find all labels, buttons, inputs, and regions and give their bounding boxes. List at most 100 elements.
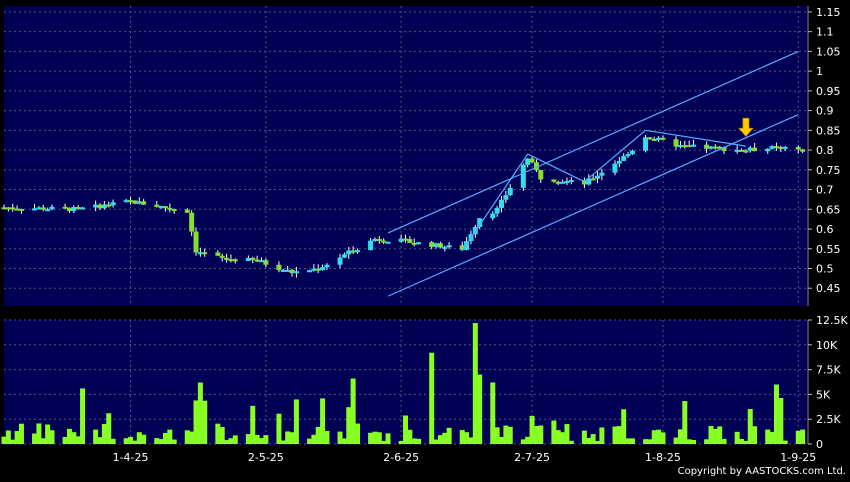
candle-body: [189, 212, 195, 232]
candle-body: [263, 260, 269, 265]
price-tick-label: 1: [816, 65, 823, 78]
candle-body: [800, 149, 806, 152]
volume-bar: [293, 399, 299, 444]
volume-bar: [717, 426, 723, 444]
candle-body: [621, 156, 627, 161]
candle-body: [477, 218, 483, 227]
grid-lines: [4, 6, 807, 445]
volume-bar: [80, 388, 86, 444]
candle-body: [320, 267, 326, 271]
price-tick-label: 0.6: [816, 223, 834, 236]
date-axis: 1-4-25 2-5-25 2-6-25 2-7-25 1-8-25 1-9-25: [113, 451, 817, 464]
volume-bar: [18, 423, 24, 444]
trend-line: [461, 153, 529, 252]
candle-body: [285, 269, 291, 272]
candle-body: [752, 147, 758, 152]
volume-bar: [773, 384, 779, 444]
volume-bar: [660, 432, 666, 444]
candle-body: [403, 238, 408, 241]
volume-bar: [372, 431, 378, 444]
candle-body: [494, 207, 500, 214]
volume-bar: [520, 439, 526, 444]
volume-bar: [595, 440, 601, 444]
candle-body: [743, 150, 749, 153]
volume-bar: [250, 405, 256, 444]
volume-bar: [263, 435, 269, 444]
candle-body: [643, 137, 649, 151]
volume-tick-label: 5K: [816, 388, 831, 401]
price-tick-label: 1.05: [816, 45, 841, 58]
volume-bar: [525, 436, 531, 444]
candle-body: [75, 207, 81, 210]
candle-body: [62, 206, 68, 209]
price-tick-label: 0.9: [816, 105, 834, 118]
volume-bar: [97, 437, 103, 444]
volume-bar: [704, 439, 710, 444]
candle-body: [581, 180, 587, 185]
volume-bar: [368, 432, 374, 444]
candle-body: [49, 206, 55, 210]
volume-bar: [136, 432, 142, 444]
volume-bar: [782, 440, 788, 444]
candle-body: [40, 207, 46, 210]
volume-bar: [708, 425, 714, 444]
trend-lines: [387, 50, 799, 297]
trend-line: [584, 129, 646, 183]
candle-body: [525, 158, 531, 165]
candle-body: [568, 180, 574, 183]
copyright-text: Copyright by AASTOCKS.com Ltd.: [678, 466, 846, 477]
candle-body: [106, 204, 112, 207]
candle-body: [250, 257, 256, 260]
volume-bar: [464, 432, 470, 444]
volume-bar: [529, 415, 535, 444]
candle-body: [599, 172, 605, 176]
candle-body: [289, 269, 295, 274]
volume-bar: [258, 438, 264, 444]
candle-body: [398, 238, 404, 242]
price-panel: [4, 6, 807, 306]
candle-body: [228, 259, 234, 262]
volume-bar: [433, 439, 439, 444]
candle-body: [691, 144, 697, 147]
candle-body: [254, 259, 260, 262]
volume-bar: [477, 374, 483, 444]
volume-bar: [123, 438, 129, 444]
price-tick-label: 0.65: [816, 203, 841, 216]
candle-body: [154, 204, 160, 207]
volume-bar: [93, 429, 99, 444]
volume-bar: [346, 407, 352, 444]
candle-body: [765, 148, 771, 152]
date-tick-label: 2-7-25: [514, 451, 550, 464]
candle-body: [197, 252, 203, 255]
candle-body: [673, 139, 679, 147]
candle-body: [464, 241, 470, 250]
candle-body: [32, 208, 38, 211]
candle-body: [612, 163, 618, 173]
annotation-arrow: [738, 117, 754, 137]
volume-bar: [407, 429, 413, 444]
volume-bar: [778, 397, 784, 444]
volume-bar: [643, 439, 649, 444]
candle-body: [795, 146, 801, 150]
candle-body: [224, 257, 230, 260]
volume-bar: [45, 424, 51, 444]
candle-body: [36, 207, 42, 210]
candle-body: [381, 240, 387, 243]
candle-body: [629, 150, 635, 155]
candle-body: [372, 238, 378, 241]
volume-bar: [315, 426, 321, 444]
candle-body: [337, 257, 343, 265]
candle-body: [437, 243, 443, 248]
price-tick-label: 0.7: [816, 184, 834, 197]
candle-body: [306, 270, 312, 273]
volume-bar: [232, 435, 238, 444]
volume-bar: [739, 438, 745, 444]
volume-bar: [472, 322, 478, 444]
candle-body: [184, 209, 190, 213]
volume-bar: [324, 430, 330, 444]
volume-bar: [141, 434, 147, 444]
candle-body: [280, 269, 286, 272]
candle-body: [778, 146, 784, 149]
